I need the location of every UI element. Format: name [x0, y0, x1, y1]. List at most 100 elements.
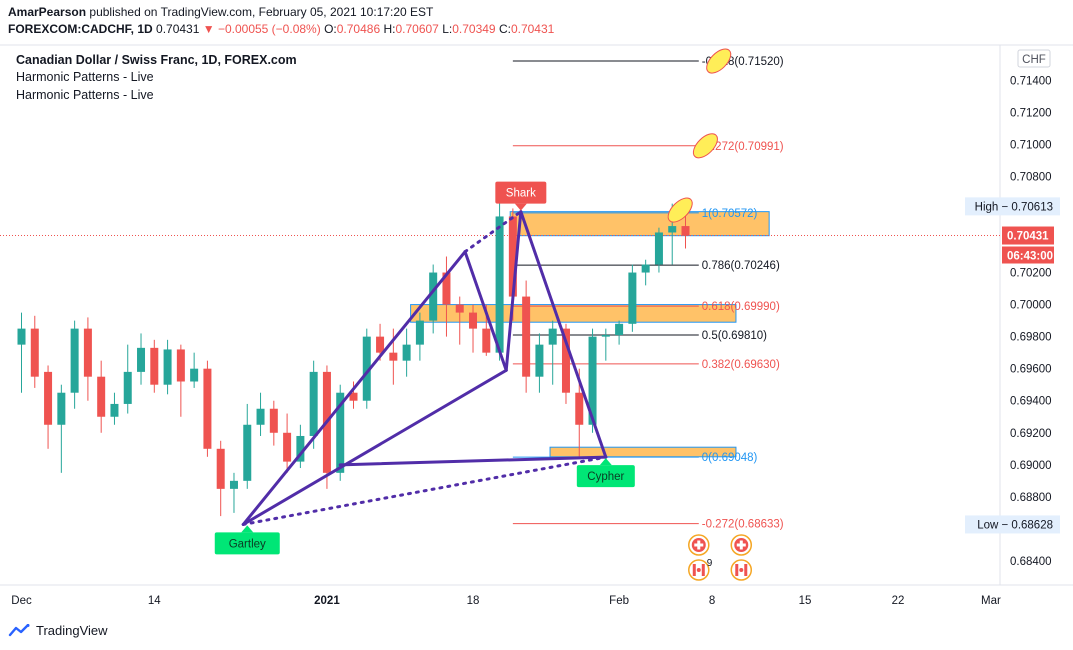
pattern-label-pointer: [241, 525, 254, 533]
canada-flag-leaf: [739, 568, 744, 572]
candle-body: [269, 408, 278, 433]
price-change: ▼ −0.00055 (−0.08%): [202, 22, 321, 36]
candle-body: [296, 435, 305, 462]
y-tick-label: 0.69400: [1010, 396, 1052, 408]
candle-body: [243, 424, 252, 481]
canada-flag-leaf: [696, 568, 701, 572]
canada-flag-right: [701, 564, 705, 576]
y-tick-label: 0.70800: [1010, 171, 1052, 183]
harmonic-pattern-line: [519, 210, 608, 459]
fib-level-label: 0(0.69048): [702, 452, 758, 464]
x-tick-label: 22: [892, 595, 905, 607]
fib-zone: [509, 211, 770, 237]
pattern-label-pointer: [514, 203, 527, 211]
event-icon-cross-v: [697, 540, 701, 550]
y-tick-label: 0.69800: [1010, 332, 1052, 344]
candle-body: [429, 272, 438, 321]
chart-title: Canadian Dollar / Swiss Franc, 1D, FOREX…: [16, 53, 297, 67]
y-tick-label: 0.70000: [1010, 300, 1052, 312]
candle-body: [190, 368, 199, 382]
pattern-label-text: Cypher: [587, 471, 624, 483]
candle-body: [83, 328, 92, 377]
y-tick-label: 0.71400: [1010, 75, 1052, 87]
y-tick-label: 0.71000: [1010, 139, 1052, 151]
candle-body: [376, 336, 385, 353]
last-price-tag-text: 0.70431: [1007, 231, 1049, 243]
event-icon-cross-v: [739, 540, 743, 550]
tradingview-logo[interactable]: TradingView: [8, 623, 108, 638]
harmonic-pattern-line: [241, 250, 467, 526]
fib-level-label: 0.5(0.69810): [702, 330, 767, 342]
high-value: 0.70607: [395, 22, 439, 36]
open-value: 0.70486: [336, 22, 381, 36]
candle-body: [495, 216, 504, 353]
tradingview-logo-icon: [8, 623, 30, 636]
y-tick-label: 0.68800: [1010, 492, 1052, 504]
y-tick-label: 0.69000: [1010, 460, 1052, 472]
y-tick-label: 0.70200: [1010, 268, 1052, 280]
candle-body: [668, 226, 677, 233]
candle-body: [229, 480, 238, 489]
last-price: 0.70431: [156, 22, 200, 36]
candle-body: [163, 349, 172, 385]
low-price-tag-text: Low − 0.68628: [977, 519, 1053, 531]
ohlc-line: FOREXCOM:CADCHF, 1D 0.70431 ▼ −0.00055 (…: [8, 22, 554, 36]
candle-body: [216, 448, 225, 489]
last-price-tag: [1002, 226, 1054, 245]
canada-flag-left: [692, 564, 696, 576]
candle-body: [628, 272, 637, 324]
high-price-tag: [965, 197, 1060, 216]
fib-level-label: 0.618(0.69990): [702, 301, 780, 313]
candle-body: [575, 392, 584, 425]
countdown-tag-text: 06:43:00: [1007, 251, 1053, 263]
fib-zone: [410, 304, 737, 323]
candle-body: [176, 349, 185, 382]
indicator-legend-2[interactable]: Harmonic Patterns - Live: [16, 88, 154, 102]
y-tick-label: 0.68400: [1010, 556, 1052, 568]
candle-body: [336, 392, 345, 473]
pattern-label-box: [576, 465, 635, 488]
symbol-label: FOREXCOM:CADCHF, 1D: [8, 22, 153, 36]
high-price-tag-text: High − 0.70613: [975, 201, 1053, 213]
open-label: O:: [324, 22, 337, 36]
published-text: published on TradingView.com, February 0…: [89, 5, 434, 19]
candle-body: [97, 376, 106, 417]
high-label: H:: [383, 22, 396, 36]
pattern-label-box: [214, 532, 280, 555]
publish-info: AmarPearson published on TradingView.com…: [8, 5, 433, 19]
candle-body: [469, 312, 478, 329]
highlight-ellipse: [706, 48, 732, 74]
harmonic-dotted-line: [463, 210, 523, 254]
close-label: C:: [498, 22, 511, 36]
harmonic-pattern-line: [338, 455, 608, 467]
indicator-legend-1[interactable]: Harmonic Patterns - Live: [16, 70, 154, 84]
candle-body: [110, 403, 119, 417]
fib-level-label: 0.382(0.69630): [702, 359, 780, 371]
tradingview-brand: TradingView: [36, 623, 108, 638]
candle-body: [389, 352, 398, 361]
harmonic-pattern-line: [241, 368, 508, 526]
event-count: 9: [707, 558, 713, 569]
y-tick-label: 0.71200: [1010, 107, 1052, 119]
candle-body: [535, 344, 544, 377]
close-value: 0.70431: [510, 22, 555, 36]
candle-body: [362, 336, 371, 401]
pattern-label-text: Shark: [506, 188, 536, 200]
candle-body: [615, 323, 624, 336]
pattern-label-text: Gartley: [229, 538, 266, 550]
fib-level-label: 0.786(0.70246): [702, 260, 780, 272]
x-tick-label: Feb: [609, 595, 629, 607]
candle-body: [601, 335, 610, 337]
countdown-tag: [1002, 246, 1054, 264]
x-tick-label: Mar: [981, 595, 1001, 607]
currency-badge: [1017, 49, 1051, 68]
pattern-label-pointer: [599, 458, 612, 466]
x-tick-label: 8: [709, 595, 715, 607]
low-value: 0.70349: [452, 22, 496, 36]
candle-body: [508, 216, 517, 297]
candle-body: [654, 232, 663, 265]
candle-body: [150, 347, 159, 385]
candle-body: [522, 296, 531, 377]
x-tick-label: 14: [148, 595, 161, 607]
